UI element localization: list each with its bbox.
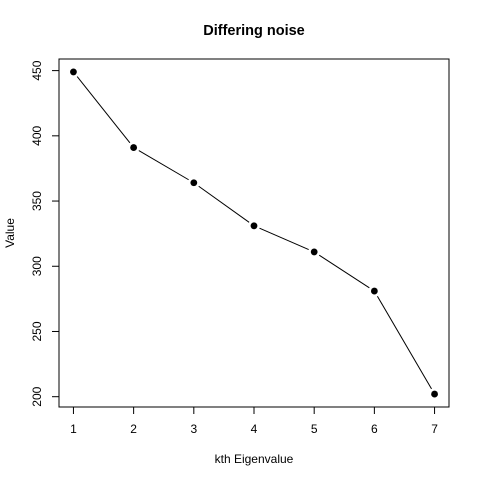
series-line-segment [138,150,189,181]
data-point [370,287,378,295]
series-line-segment [198,185,250,223]
data-point [250,222,258,230]
data-point [70,68,77,76]
x-axis-label: kth Eigenvalue [215,452,294,466]
x-axis: 1 2 3 4 5 6 7 [70,406,438,436]
chart-title: Differing noise [203,23,305,39]
series-line-segment [259,227,309,250]
series-line-segment [376,295,432,390]
data-point [130,144,138,151]
y-tick-label: 250 [30,321,44,341]
y-tick-label: 300 [30,256,44,276]
y-tick-label: 200 [30,386,44,406]
x-tick-label: 1 [70,422,77,436]
data-point [310,248,318,256]
x-tick-label: 6 [371,422,378,436]
y-tick-label: 350 [30,191,44,211]
series-line-segment [76,76,131,144]
data-point [190,179,198,187]
y-tick-label: 400 [30,125,44,145]
plot-frame [58,58,450,408]
x-tick-label: 5 [311,422,318,436]
series [70,68,438,398]
y-axis-label: Value [3,218,17,248]
y-tick-label: 450 [30,60,44,80]
series-line-segment [318,254,370,289]
y-axis: 200 250 300 350 400 450 [30,60,60,407]
x-tick-label: 4 [251,422,258,436]
x-tick-label: 2 [130,422,137,436]
data-point [431,390,438,398]
x-tick-label: 3 [190,422,197,436]
x-tick-label: 7 [431,422,438,436]
